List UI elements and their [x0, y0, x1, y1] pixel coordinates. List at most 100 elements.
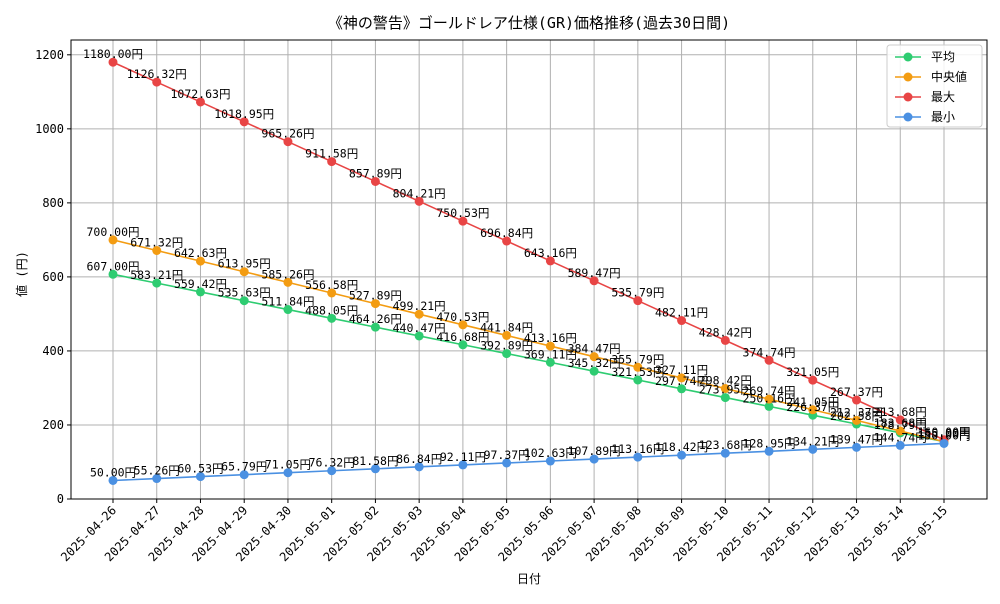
data-label: 583.21円 — [130, 268, 183, 282]
data-label: 55.26円 — [134, 464, 180, 478]
data-label: 355.79円 — [611, 352, 664, 366]
data-label: 440.47円 — [393, 321, 446, 335]
data-point — [458, 340, 468, 350]
data-label: 150.00円 — [917, 428, 970, 442]
data-label: 527.89円 — [349, 289, 402, 303]
data-point — [152, 246, 162, 256]
y-tick-label: 600 — [42, 270, 64, 284]
data-point — [458, 216, 468, 226]
series-line — [112, 442, 945, 482]
data-point — [545, 456, 555, 466]
data-point — [764, 355, 774, 365]
data-label: 911.58円 — [305, 147, 358, 161]
data-label: 750.53円 — [436, 206, 489, 220]
data-label: 267.37円 — [830, 385, 883, 399]
data-label: 86.84円 — [396, 452, 442, 466]
data-point — [239, 296, 249, 306]
data-label: 327.11円 — [655, 363, 708, 377]
data-label: 857.89円 — [349, 166, 402, 180]
data-point — [108, 235, 118, 245]
data-point — [370, 176, 380, 186]
legend-box — [886, 44, 983, 128]
data-point — [633, 296, 643, 306]
data-point — [633, 452, 643, 462]
data-label: 123.68円 — [699, 438, 752, 452]
series-line — [112, 61, 945, 441]
data-point — [152, 77, 162, 87]
y-tick-label: 800 — [42, 196, 64, 210]
data-labels: 607.00円583.21円559.42円535.63円511.84円488.0… — [83, 47, 971, 479]
data-point — [195, 256, 205, 266]
data-point — [633, 362, 643, 372]
data-point — [677, 384, 687, 394]
data-label: 613.95円 — [218, 257, 271, 271]
data-point — [764, 446, 774, 456]
data-label: 250.16円 — [743, 391, 796, 405]
data-label: 696.84円 — [480, 226, 533, 240]
data-label: 160.00円 — [917, 425, 970, 439]
data-label: 155.00円 — [917, 427, 970, 441]
data-label: 269.74円 — [743, 384, 796, 398]
data-point — [283, 468, 293, 478]
data-label: 559.42円 — [174, 277, 227, 291]
data-point — [327, 313, 337, 323]
data-label: 535.79円 — [611, 286, 664, 300]
data-point — [633, 375, 643, 385]
data-label: 178.79円 — [874, 418, 927, 432]
data-point — [502, 330, 512, 340]
data-point — [195, 287, 205, 297]
data-point — [852, 415, 862, 425]
data-point — [414, 309, 424, 319]
data-label: 273.95円 — [699, 383, 752, 397]
data-label: 139.47円 — [830, 432, 883, 446]
data-label: 65.79円 — [221, 460, 267, 474]
data-point — [677, 450, 687, 460]
data-point — [808, 405, 818, 415]
data-point — [939, 438, 949, 448]
data-point — [108, 475, 118, 485]
legend-label: 平均 — [931, 50, 955, 64]
data-label: 92.11円 — [440, 450, 486, 464]
data-label: 1072.63円 — [170, 87, 230, 101]
y-axis-label: 値 (円) — [14, 251, 29, 297]
data-point — [414, 196, 424, 206]
data-label: 76.32円 — [309, 456, 355, 470]
data-label: 965.26円 — [261, 127, 314, 141]
data-point — [677, 373, 687, 383]
data-label: 482.11円 — [655, 306, 708, 320]
data-label: 118.42円 — [655, 440, 708, 454]
data-point — [327, 466, 337, 476]
data-point — [677, 316, 687, 326]
data-point — [895, 440, 905, 450]
data-label: 97.37円 — [484, 448, 530, 462]
data-label: 488.05円 — [305, 303, 358, 317]
data-label: 1018.95円 — [214, 107, 274, 121]
data-point — [370, 322, 380, 332]
y-tick-label: 200 — [42, 418, 64, 432]
data-point — [414, 462, 424, 472]
data-label: 241.05円 — [786, 395, 839, 409]
y-tick-label: 1200 — [35, 48, 64, 62]
axes: 0200400600800100012002025-04-262025-04-2… — [35, 39, 988, 564]
data-point — [239, 470, 249, 480]
data-point — [545, 357, 555, 367]
data-point — [458, 320, 468, 330]
data-point — [852, 395, 862, 405]
data-point — [283, 277, 293, 287]
data-point — [370, 464, 380, 474]
data-point — [764, 401, 774, 411]
data-label: 499.21円 — [393, 299, 446, 313]
data-point — [327, 157, 337, 167]
data-label: 384.47円 — [568, 342, 621, 356]
series-line — [112, 273, 945, 443]
data-label: 144.74円 — [874, 430, 927, 444]
data-point — [589, 276, 599, 286]
data-label: 81.58円 — [352, 454, 398, 468]
data-label: 643.16円 — [524, 246, 577, 260]
data-point — [720, 393, 730, 403]
data-point — [720, 384, 730, 394]
data-label: 128.95円 — [743, 436, 796, 450]
data-label: 535.63円 — [218, 286, 271, 300]
data-label: 470.53円 — [436, 310, 489, 324]
